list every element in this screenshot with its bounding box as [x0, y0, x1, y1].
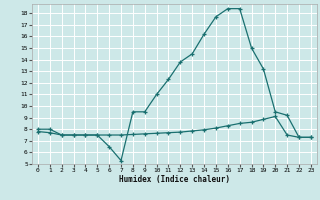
- X-axis label: Humidex (Indice chaleur): Humidex (Indice chaleur): [119, 175, 230, 184]
